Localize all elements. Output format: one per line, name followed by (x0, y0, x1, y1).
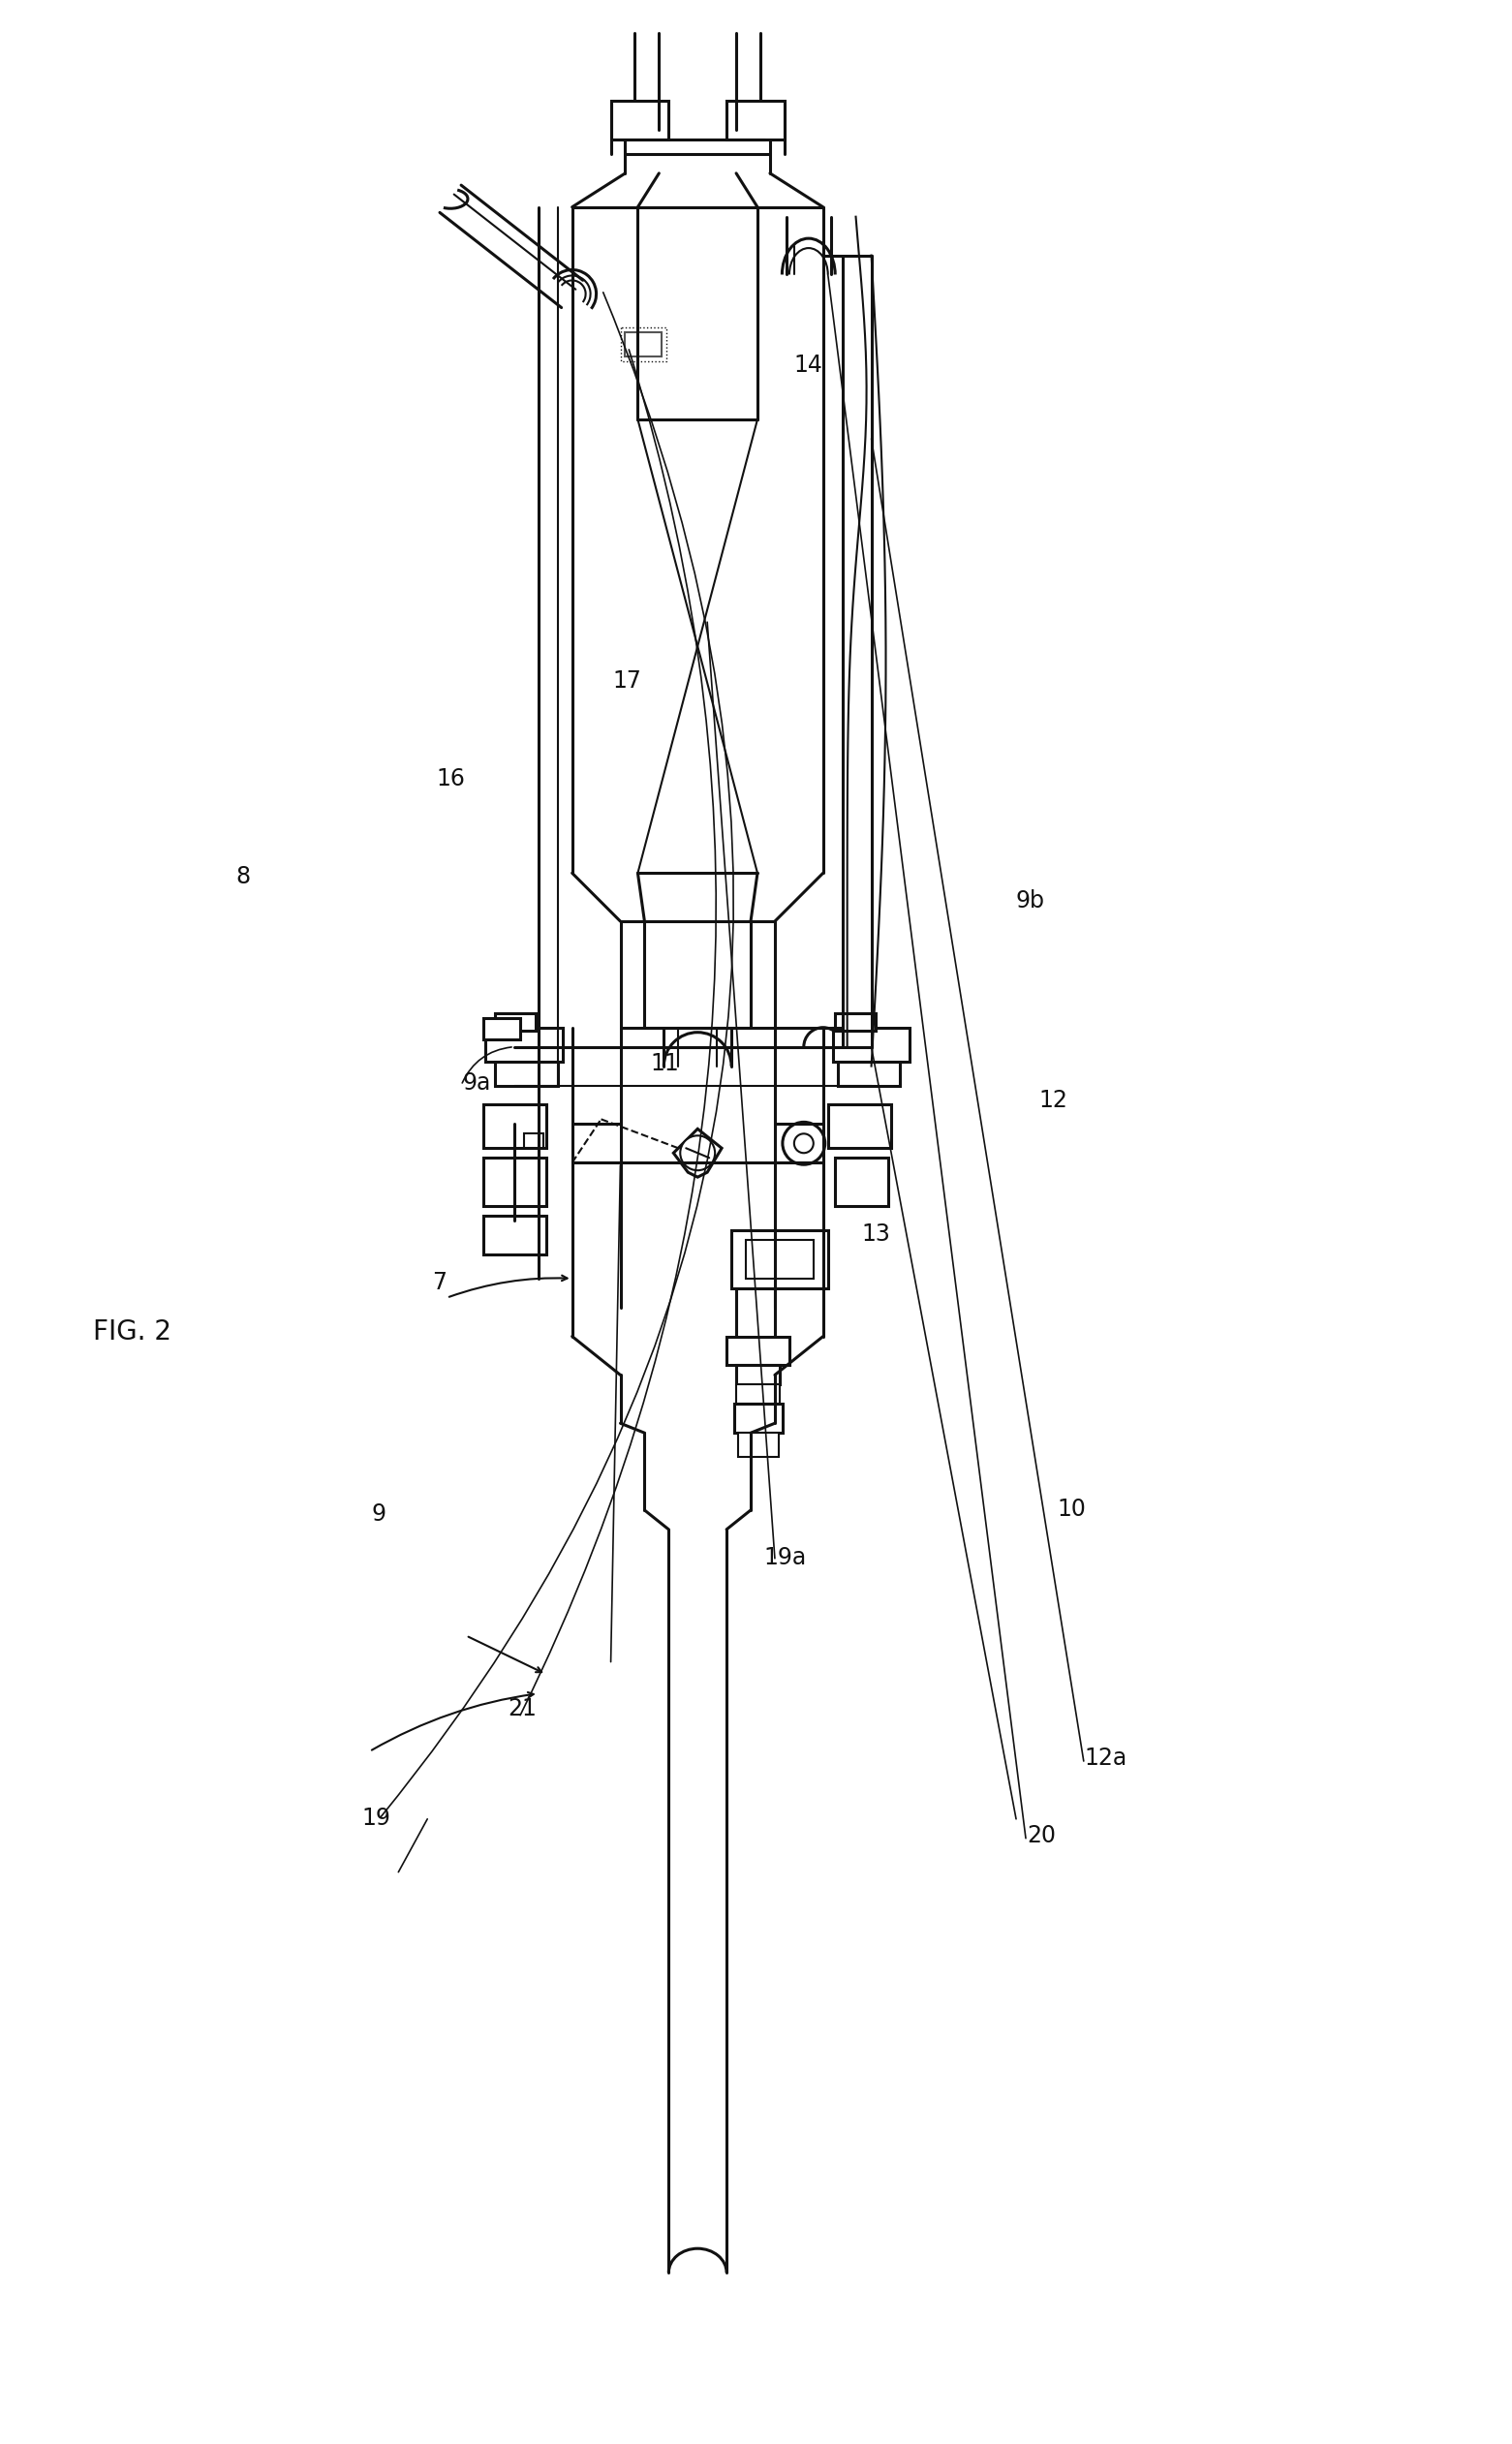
Bar (736, 1386, 780, 1403)
Text: 9b: 9b (1015, 890, 1045, 912)
Text: 9a: 9a (463, 1070, 491, 1095)
Text: 11: 11 (650, 1051, 679, 1075)
Bar (738, 1432, 779, 1457)
Bar (484, 1215, 546, 1254)
Text: 9: 9 (372, 1503, 387, 1525)
Bar (494, 1012, 535, 1031)
Text: 14: 14 (794, 352, 823, 376)
Bar (485, 1026, 562, 1061)
Bar (484, 1105, 546, 1149)
Text: 8: 8 (236, 865, 251, 887)
Bar (727, 100, 785, 139)
Bar (732, 1229, 829, 1288)
Circle shape (783, 1122, 826, 1166)
Bar (829, 1105, 891, 1149)
Bar (727, 1337, 789, 1366)
Text: 12: 12 (1039, 1088, 1067, 1112)
Bar (626, 332, 662, 357)
Text: 13: 13 (862, 1222, 891, 1246)
Text: 17: 17 (612, 670, 641, 694)
Bar (494, 1061, 558, 1085)
Bar (484, 1158, 546, 1205)
Text: 7: 7 (432, 1271, 446, 1295)
Bar (736, 1366, 780, 1386)
Circle shape (680, 1136, 715, 1171)
Text: 19a: 19a (764, 1547, 806, 1569)
Bar (833, 1026, 910, 1061)
Bar (735, 1403, 783, 1432)
Text: FIG. 2: FIG. 2 (94, 1317, 171, 1344)
Bar (835, 1158, 888, 1205)
Bar (838, 1061, 900, 1085)
Circle shape (794, 1134, 813, 1154)
Bar (523, 1134, 543, 1149)
Bar (835, 1012, 875, 1031)
Bar (484, 1017, 520, 1039)
Polygon shape (673, 1129, 721, 1178)
Text: 20: 20 (1027, 1823, 1057, 1848)
Text: 19: 19 (361, 1806, 390, 1831)
Bar (611, 100, 668, 139)
Text: 10: 10 (1057, 1498, 1086, 1520)
Bar (745, 1239, 813, 1278)
Text: 12a: 12a (1084, 1745, 1128, 1769)
Text: 21: 21 (508, 1699, 537, 1721)
Text: 16: 16 (437, 767, 466, 789)
